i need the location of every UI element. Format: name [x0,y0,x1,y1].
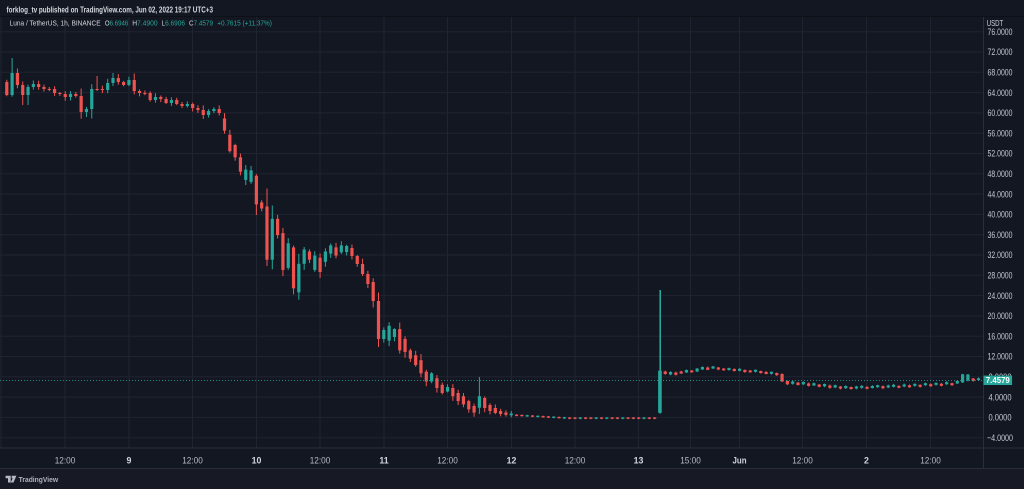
svg-text:13: 13 [634,456,644,466]
svg-text:48.0000: 48.0000 [988,169,1013,180]
svg-text:12.0000: 12.0000 [988,352,1013,363]
svg-text:64.0000: 64.0000 [988,88,1013,99]
svg-text:Jun: Jun [733,456,747,466]
svg-text:36.0000: 36.0000 [988,230,1013,241]
svg-text:76.0000: 76.0000 [988,27,1013,38]
svg-text:forklog_tv published on Tradin: forklog_tv published on TradingView.com,… [7,6,214,15]
svg-text:40.0000: 40.0000 [988,210,1013,221]
svg-text:12:00: 12:00 [565,456,586,466]
svg-text:12: 12 [507,456,517,466]
svg-text:−4.0000: −4.0000 [987,433,1013,444]
svg-text:9: 9 [127,456,132,466]
svg-text:56.0000: 56.0000 [988,128,1013,139]
svg-text:12:00: 12:00 [310,456,331,466]
svg-text:C7.4579: C7.4579 [189,19,213,28]
svg-text:2: 2 [864,456,869,466]
svg-text:0.0000: 0.0000 [989,413,1012,424]
svg-text:20.0000: 20.0000 [988,311,1013,322]
svg-text:7.4579: 7.4579 [986,376,1011,385]
svg-text:12:00: 12:00 [792,456,813,466]
svg-text:32.0000: 32.0000 [988,250,1013,261]
svg-text:12:00: 12:00 [437,456,458,466]
svg-text:72.0000: 72.0000 [988,47,1013,58]
svg-text:16.0000: 16.0000 [988,331,1013,342]
svg-text:O6.6946: O6.6946 [105,19,128,28]
svg-text:15:00: 15:00 [680,456,701,466]
svg-text:12:00: 12:00 [920,456,941,466]
svg-text:24.0000: 24.0000 [988,291,1013,302]
svg-text:52.0000: 52.0000 [988,149,1013,160]
svg-text:11: 11 [379,456,388,466]
svg-text:44.0000: 44.0000 [988,189,1013,200]
svg-text:4.0000: 4.0000 [989,392,1012,403]
svg-text:68.0000: 68.0000 [988,68,1013,79]
svg-text:28.0000: 28.0000 [988,271,1013,282]
svg-text:60.0000: 60.0000 [988,108,1013,119]
svg-text:Luna / TetherUS, 1h, BINANCE: Luna / TetherUS, 1h, BINANCE [10,19,101,28]
svg-text:H7.4900: H7.4900 [132,19,157,28]
svg-text:USDT: USDT [987,19,1004,28]
svg-text:10: 10 [252,456,262,466]
svg-text:12:00: 12:00 [55,456,76,466]
svg-text:L6.6906: L6.6906 [162,19,186,28]
svg-text:+0.7615 (+11.37%): +0.7615 (+11.37%) [217,19,272,28]
svg-text:12:00: 12:00 [182,456,203,466]
svg-text:TradingView: TradingView [19,475,59,484]
